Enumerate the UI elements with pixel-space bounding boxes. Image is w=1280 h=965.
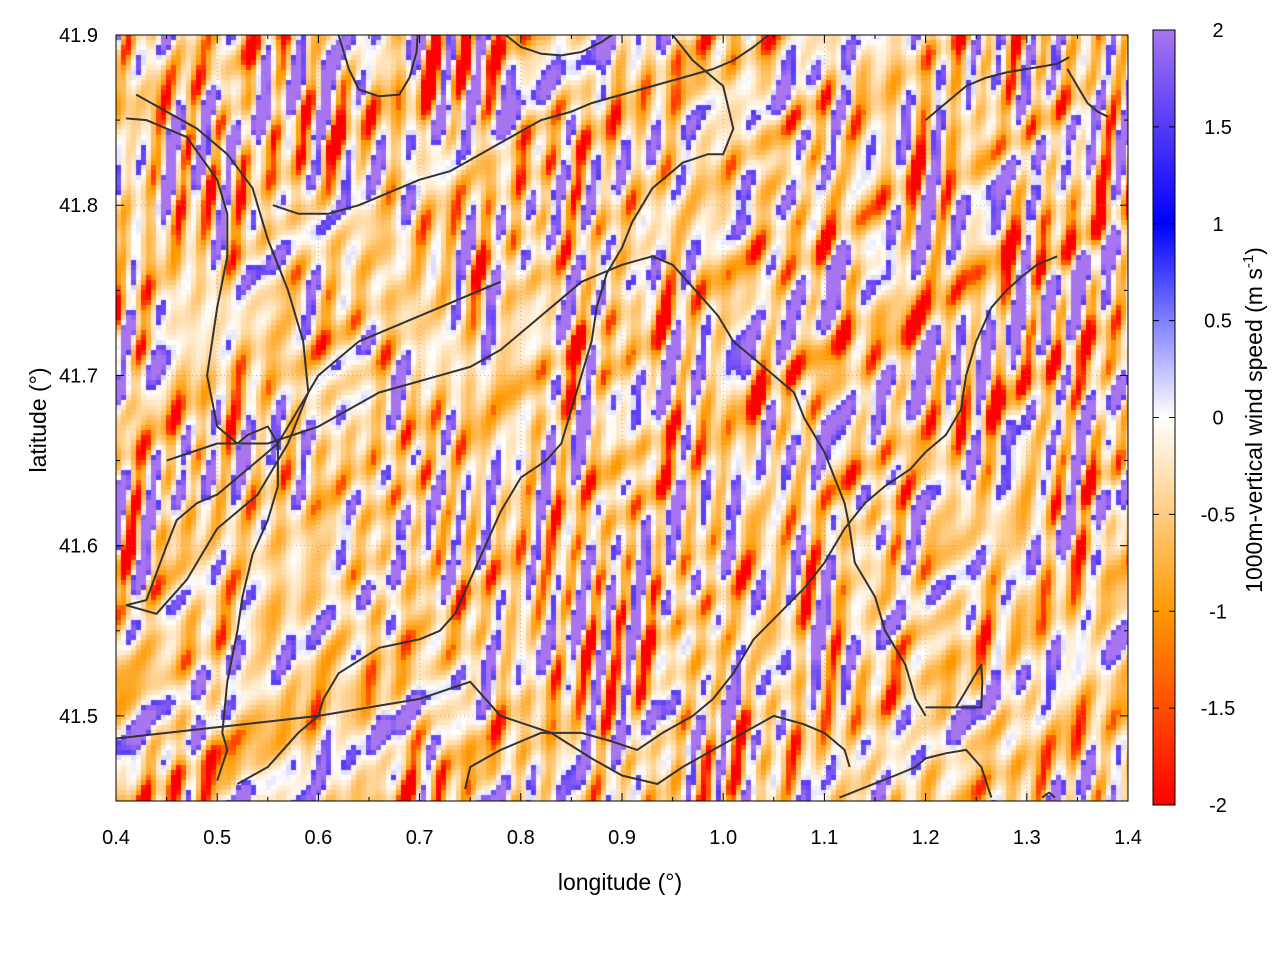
contour-line — [464, 255, 1058, 790]
colorbar-tick-label: 1 — [1212, 214, 1223, 236]
y-tick-label: 41.9 — [59, 25, 98, 47]
colorbar-tick-label: -1.5 — [1201, 698, 1235, 720]
contour-line — [337, 35, 419, 98]
x-tick-label: 0.6 — [304, 827, 332, 849]
x-tick-label: 0.8 — [507, 827, 535, 849]
y-tick-label: 41.8 — [59, 195, 98, 217]
colorbar-tick-label: 0.5 — [1204, 311, 1232, 333]
contour-line — [925, 663, 984, 709]
heatmap-field — [116, 35, 1128, 801]
y-tick-label: 41.7 — [59, 365, 98, 387]
y-tick-label: 41.6 — [59, 536, 98, 558]
x-tick-label: 0.4 — [102, 827, 130, 849]
contour-lines — [116, 35, 1109, 799]
x-tick-label: 1.1 — [810, 827, 838, 849]
colorbar-label: 1000m-vertical wind speed (m s-1) — [1240, 247, 1267, 593]
contour-line — [126, 117, 279, 781]
colorbar-tick-label: -0.5 — [1201, 504, 1235, 526]
contour-line — [1066, 68, 1109, 118]
y-axis-label: latitude (°) — [25, 367, 51, 472]
colorbar-label-main: 1000m-vertical wind speed (m s — [1241, 268, 1267, 593]
colorbar-ticks: 2 1.5 1 0.5 0 -0.5 -1 -1.5 -2 — [1153, 20, 1235, 817]
contour-line — [166, 255, 927, 717]
colorbar-tick-label: 2 — [1212, 20, 1223, 42]
contour-line — [924, 56, 1070, 121]
x-tick-label: 0.9 — [608, 827, 636, 849]
colorbar-tick-label: 1.5 — [1204, 117, 1232, 139]
contour-line — [504, 35, 613, 57]
x-axis: 0.4 0.5 0.6 0.7 0.8 0.9 1.0 1.1 1.2 1.3 1.4 — [102, 35, 1142, 849]
x-tick-label: 1.4 — [1114, 827, 1142, 849]
colorbar-tick-label: -2 — [1209, 795, 1227, 817]
x-tick-label: 1.3 — [1013, 827, 1041, 849]
plot-area — [115, 34, 1129, 802]
x-tick-label: 1.0 — [709, 827, 737, 849]
x-tick-label: 0.7 — [406, 827, 434, 849]
y-axis: 41.5 41.6 41.7 41.8 41.9 — [59, 25, 1128, 802]
contour-line — [236, 35, 735, 785]
x-axis-label: longitude (°) — [558, 869, 682, 895]
colorbar-tick-label: -1 — [1209, 601, 1227, 623]
contour-line — [125, 93, 310, 615]
colorbar-label-superscript: -1 — [1240, 255, 1257, 268]
contour-line — [116, 680, 851, 785]
contour-line — [272, 35, 770, 215]
contour-line — [839, 748, 993, 799]
x-tick-label: 0.5 — [203, 827, 231, 849]
colorbar-label-tail: ) — [1241, 247, 1267, 255]
colorbar: 2 1.5 1 0.5 0 -0.5 -1 -1.5 -2 1000m-vertical win… — [1152, 20, 1267, 817]
colorbar-tick-label: 0 — [1212, 408, 1223, 430]
contour-line — [1041, 791, 1056, 799]
x-tick-label: 1.2 — [912, 827, 940, 849]
contour-line — [125, 280, 501, 607]
y-tick-label: 41.5 — [59, 706, 98, 728]
